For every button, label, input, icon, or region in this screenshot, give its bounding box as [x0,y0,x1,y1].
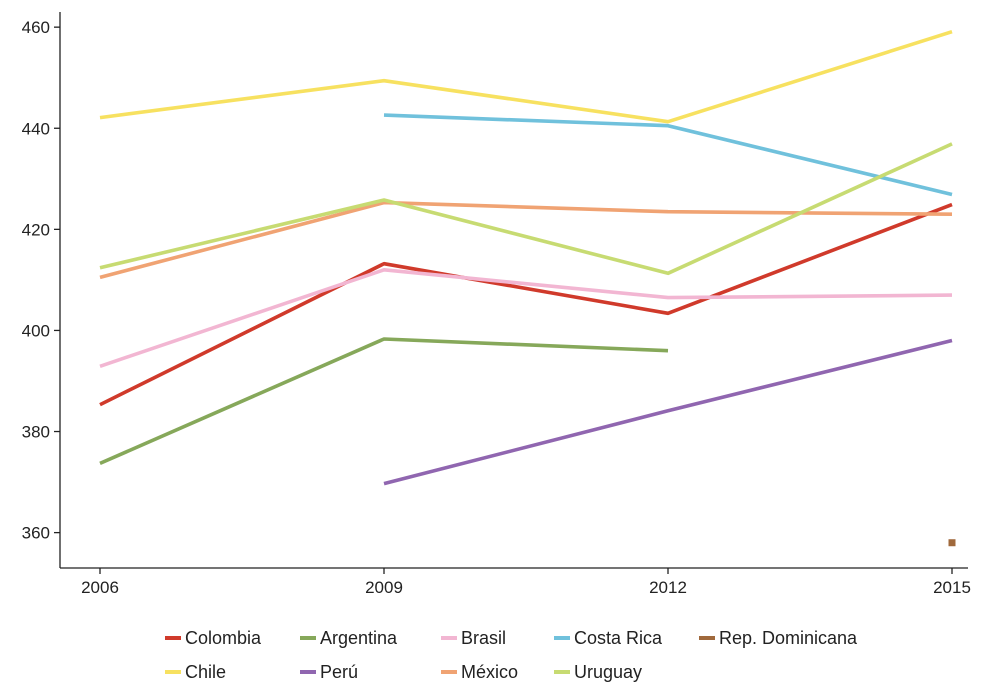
series-line-uruguay [99,142,953,276]
series-point-rep-dominicana [948,539,956,547]
series-line-brasil [99,268,953,369]
legend-label-mexico: México [461,662,518,682]
legend-label-argentina: Argentina [320,628,398,648]
y-tick-label: 360 [22,524,50,543]
series-layer [99,29,956,547]
y-tick-label: 380 [22,423,50,442]
legend-label-peru: Perú [320,662,358,682]
series-line-colombia [99,202,953,407]
x-tick-label: 2015 [933,578,971,597]
legend-label-colombia: Colombia [185,628,262,648]
legend-label-chile: Chile [185,662,226,682]
y-tick-label: 400 [22,321,50,340]
y-tick-label: 460 [22,18,50,37]
legend: Colombia Argentina Brasil Costa Rica Rep. Do… [165,628,858,682]
axes: 360 380 400 420 440 460 2006 2009 2012 2015 [22,12,971,597]
y-tick-label: 440 [22,119,50,138]
legend-label-brasil: Brasil [461,628,506,648]
series-line-mexico [99,200,953,280]
x-tick-label: 2009 [365,578,403,597]
y-tick-label: 420 [22,220,50,239]
x-tick-label: 2006 [81,578,119,597]
x-tick-label: 2012 [649,578,687,597]
legend-label-rep-dominicana: Rep. Dominicana [719,628,858,648]
series-line-peru [383,338,953,486]
series-line-chile [99,29,953,124]
series-line-argentina [99,337,669,466]
legend-label-uruguay: Uruguay [574,662,642,682]
legend-label-costa-rica: Costa Rica [574,628,663,648]
series-line-costa-rica [383,113,953,197]
